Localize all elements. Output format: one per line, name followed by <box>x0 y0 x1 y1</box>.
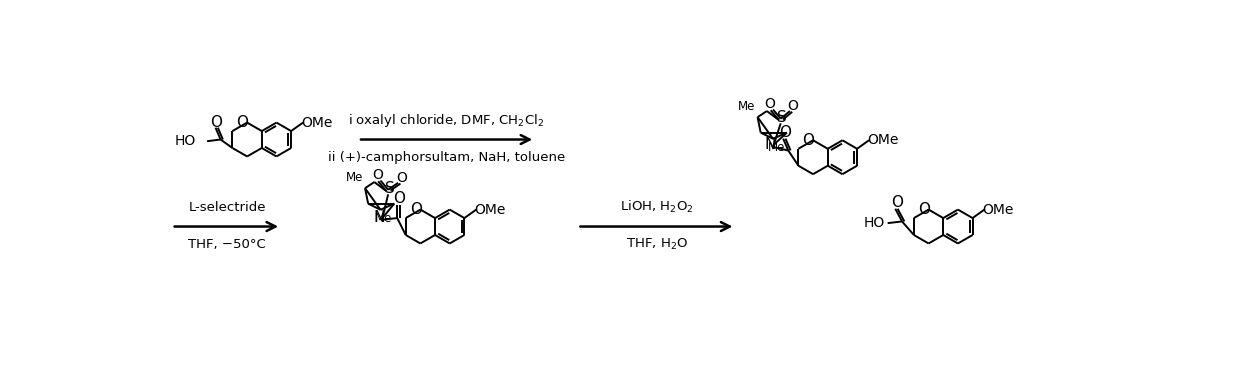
Text: O: O <box>802 133 815 148</box>
Text: LiOH, H$_2$O$_2$: LiOH, H$_2$O$_2$ <box>620 199 693 215</box>
Text: O: O <box>787 99 799 113</box>
Text: O: O <box>917 202 930 217</box>
Text: Me: Me <box>375 212 392 225</box>
Text: O: O <box>891 195 903 210</box>
Text: HO: HO <box>175 134 197 148</box>
Text: Me: Me <box>768 142 785 155</box>
Text: O: O <box>779 125 791 140</box>
Text: L-selectride: L-selectride <box>188 201 266 214</box>
Text: O: O <box>396 171 406 185</box>
Text: THF, H$_2$O: THF, H$_2$O <box>625 237 688 252</box>
Text: OMe: OMe <box>867 133 899 147</box>
Text: O: O <box>765 97 775 111</box>
Text: S: S <box>385 181 395 196</box>
Text: HO: HO <box>863 216 884 230</box>
Text: OMe: OMe <box>301 116 333 130</box>
Text: N: N <box>373 210 385 225</box>
Text: ii (+)-camphorsultam, NaH, toluene: ii (+)-camphorsultam, NaH, toluene <box>328 151 566 164</box>
Text: i oxalyl chloride, DMF, CH$_2$Cl$_2$: i oxalyl chloride, DMF, CH$_2$Cl$_2$ <box>349 112 545 129</box>
Text: O: O <box>392 191 405 206</box>
Text: O: O <box>371 168 383 182</box>
Text: O: O <box>410 202 422 217</box>
Text: Me: Me <box>738 100 755 113</box>
Text: N: N <box>764 137 775 152</box>
Text: OMe: OMe <box>983 203 1014 217</box>
Text: OMe: OMe <box>474 203 506 217</box>
Text: O: O <box>210 115 223 130</box>
Text: O: O <box>236 115 249 130</box>
Text: S: S <box>777 110 787 125</box>
Text: Me: Me <box>345 171 363 184</box>
Text: THF, −50°C: THF, −50°C <box>188 238 266 251</box>
